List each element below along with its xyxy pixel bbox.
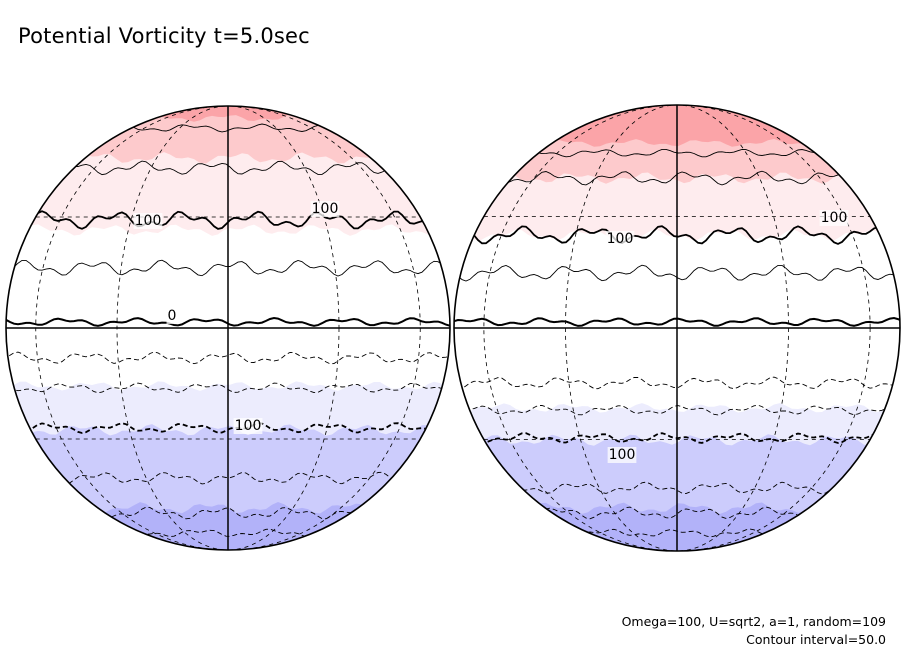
contour-label-halo bbox=[166, 308, 178, 324]
contour-label-halo bbox=[133, 213, 163, 229]
contour-line-dashed bbox=[454, 376, 900, 390]
parameters-text: Omega=100, U=sqrt2, a=1, random=109 bbox=[621, 614, 886, 629]
contour-label: 100 bbox=[312, 201, 339, 217]
contour-label: 100 bbox=[607, 231, 634, 247]
contour-label-halo bbox=[233, 418, 263, 434]
contour-zero-line bbox=[454, 316, 900, 327]
contour-label-halo bbox=[310, 201, 340, 217]
contour-line bbox=[454, 264, 900, 282]
contour-label: 100 bbox=[821, 210, 848, 226]
contour-label: 0 bbox=[168, 308, 177, 324]
contour-line-dashed bbox=[454, 404, 900, 416]
contour-label-halo bbox=[607, 447, 637, 463]
globe-outline bbox=[453, 104, 901, 552]
contour-label: 100 bbox=[609, 447, 636, 463]
contour-line-dashed bbox=[6, 351, 450, 365]
contour-interval-text: Contour interval=50.0 bbox=[746, 632, 886, 647]
contour-line-dashed bbox=[454, 528, 900, 538]
contour-label-halo bbox=[605, 231, 635, 247]
contour-line bbox=[454, 170, 900, 186]
contour-label: 100 bbox=[235, 418, 262, 434]
contour-line-dashed bbox=[6, 471, 450, 485]
globe-left: 100 100 0 100 bbox=[5, 105, 451, 551]
contour-label-halo bbox=[819, 210, 849, 226]
contour-line bbox=[454, 225, 900, 245]
contour-line-dashed bbox=[454, 432, 900, 444]
plot-title: Potential Vorticity t=5.0sec bbox=[18, 24, 310, 48]
globe-outline bbox=[5, 105, 451, 551]
contour-label: 100 bbox=[135, 213, 162, 229]
globe-right: 100 100 100 bbox=[453, 104, 901, 552]
